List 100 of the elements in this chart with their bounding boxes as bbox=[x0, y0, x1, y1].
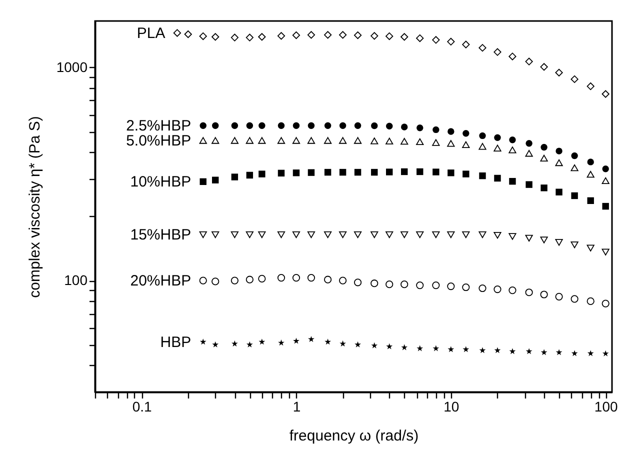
series-label: 10%HBP bbox=[130, 174, 192, 191]
point bbox=[509, 136, 516, 144]
point bbox=[526, 140, 532, 147]
point bbox=[278, 122, 285, 129]
point bbox=[277, 231, 286, 238]
point bbox=[370, 138, 378, 144]
point bbox=[292, 231, 300, 238]
series-label: 20%HBP bbox=[130, 272, 192, 290]
point bbox=[199, 276, 207, 284]
point bbox=[447, 282, 455, 290]
point bbox=[230, 231, 238, 238]
point bbox=[432, 345, 440, 352]
point bbox=[246, 231, 254, 238]
point bbox=[199, 231, 207, 238]
point bbox=[570, 242, 578, 248]
point bbox=[231, 174, 238, 180]
point bbox=[339, 168, 346, 176]
point bbox=[308, 169, 315, 176]
point bbox=[386, 138, 394, 144]
point bbox=[386, 168, 393, 176]
point bbox=[448, 169, 454, 176]
point bbox=[540, 184, 548, 192]
point bbox=[339, 276, 347, 284]
point bbox=[432, 281, 440, 290]
y-axis-title: complex viscosity η* (Pa S) bbox=[26, 116, 44, 298]
point bbox=[354, 341, 361, 348]
point bbox=[292, 137, 300, 144]
point bbox=[386, 343, 393, 350]
point bbox=[432, 126, 440, 134]
point bbox=[246, 341, 253, 348]
point bbox=[401, 124, 408, 130]
point bbox=[525, 288, 533, 296]
point bbox=[478, 284, 486, 292]
point bbox=[416, 124, 424, 132]
point bbox=[324, 168, 332, 176]
point bbox=[230, 137, 238, 144]
series-label: HBP bbox=[160, 334, 192, 351]
point bbox=[354, 278, 362, 286]
point bbox=[416, 138, 424, 146]
point bbox=[416, 345, 424, 352]
point bbox=[602, 350, 609, 356]
point bbox=[494, 174, 501, 182]
point bbox=[462, 283, 470, 292]
point bbox=[448, 128, 454, 135]
point bbox=[432, 231, 440, 238]
point bbox=[540, 144, 548, 151]
point bbox=[587, 197, 594, 204]
point bbox=[509, 348, 516, 354]
point bbox=[199, 137, 207, 144]
point bbox=[509, 178, 516, 185]
point bbox=[556, 188, 562, 196]
point bbox=[494, 285, 502, 294]
point bbox=[292, 169, 300, 176]
point bbox=[432, 168, 440, 176]
point bbox=[200, 122, 206, 129]
point bbox=[494, 347, 501, 354]
point bbox=[432, 139, 440, 146]
point bbox=[602, 166, 609, 172]
point bbox=[246, 137, 254, 144]
point bbox=[339, 137, 347, 144]
point bbox=[555, 239, 563, 246]
point bbox=[292, 274, 300, 282]
point bbox=[370, 280, 378, 288]
point bbox=[462, 170, 470, 178]
point bbox=[508, 146, 516, 154]
point bbox=[540, 290, 548, 298]
point bbox=[447, 231, 455, 238]
point bbox=[278, 340, 284, 346]
point bbox=[494, 134, 501, 142]
x-tick-label: 100 bbox=[594, 398, 618, 414]
point bbox=[555, 292, 563, 300]
point bbox=[571, 192, 578, 200]
point bbox=[508, 233, 516, 240]
point bbox=[586, 170, 594, 178]
point bbox=[494, 144, 502, 152]
point bbox=[556, 349, 562, 356]
point bbox=[540, 154, 548, 162]
point bbox=[307, 231, 316, 238]
point bbox=[400, 138, 408, 145]
point bbox=[386, 122, 393, 130]
series-label: PLA bbox=[136, 24, 166, 42]
point bbox=[354, 137, 362, 144]
point bbox=[339, 231, 347, 238]
point bbox=[462, 130, 470, 137]
point bbox=[371, 122, 378, 130]
x-tick-label: 0.1 bbox=[132, 398, 152, 414]
point bbox=[494, 232, 502, 239]
point bbox=[277, 274, 286, 282]
point bbox=[556, 148, 562, 154]
point bbox=[401, 168, 408, 176]
point bbox=[292, 122, 300, 129]
point bbox=[525, 150, 533, 157]
point bbox=[200, 338, 206, 345]
point bbox=[308, 336, 314, 342]
point bbox=[478, 231, 486, 238]
point bbox=[386, 231, 394, 238]
point bbox=[324, 231, 332, 238]
point bbox=[526, 181, 532, 188]
point bbox=[462, 231, 470, 238]
point bbox=[200, 178, 206, 185]
